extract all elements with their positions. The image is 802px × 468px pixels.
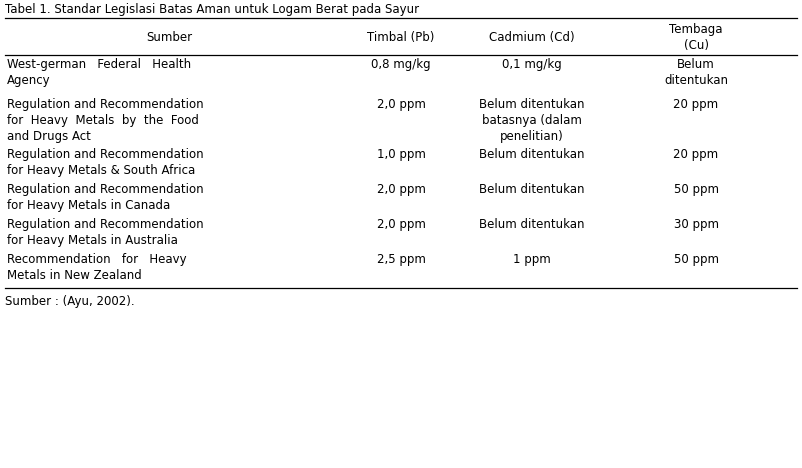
- Text: 2,0 ppm: 2,0 ppm: [377, 218, 425, 231]
- Text: Belum ditentukan: Belum ditentukan: [479, 148, 585, 161]
- Text: 2,0 ppm: 2,0 ppm: [377, 183, 425, 196]
- Text: Sumber : (Ayu, 2002).: Sumber : (Ayu, 2002).: [5, 295, 135, 308]
- Text: 50 ppm: 50 ppm: [674, 253, 719, 266]
- Text: Sumber: Sumber: [146, 31, 192, 44]
- Text: Regulation and Recommendation
for Heavy Metals in Canada: Regulation and Recommendation for Heavy …: [7, 183, 204, 212]
- Text: 20 ppm: 20 ppm: [674, 148, 719, 161]
- Text: Tabel 1. Standar Legislasi Batas Aman untuk Logam Berat pada Sayur: Tabel 1. Standar Legislasi Batas Aman un…: [5, 3, 419, 16]
- Text: 2,0 ppm: 2,0 ppm: [377, 98, 425, 111]
- Text: 30 ppm: 30 ppm: [674, 218, 719, 231]
- Text: Regulation and Recommendation
for Heavy Metals & South Africa: Regulation and Recommendation for Heavy …: [7, 148, 204, 177]
- Text: West-german   Federal   Health
Agency: West-german Federal Health Agency: [7, 58, 191, 87]
- Text: 50 ppm: 50 ppm: [674, 183, 719, 196]
- Text: Recommendation   for   Heavy
Metals in New Zealand: Recommendation for Heavy Metals in New Z…: [7, 253, 187, 282]
- Text: Tembaga
(Cu): Tembaga (Cu): [670, 23, 723, 52]
- Text: Belum
ditentukan: Belum ditentukan: [664, 58, 728, 87]
- Text: 2,5 ppm: 2,5 ppm: [377, 253, 425, 266]
- Text: Belum ditentukan: Belum ditentukan: [479, 218, 585, 231]
- Text: Cadmium (Cd): Cadmium (Cd): [489, 31, 574, 44]
- Text: 20 ppm: 20 ppm: [674, 98, 719, 111]
- Text: Timbal (Pb): Timbal (Pb): [367, 31, 435, 44]
- Text: Belum ditentukan
batasnya (dalam
penelitian): Belum ditentukan batasnya (dalam penelit…: [479, 98, 585, 143]
- Text: Regulation and Recommendation
for  Heavy  Metals  by  the  Food
and Drugs Act: Regulation and Recommendation for Heavy …: [7, 98, 204, 143]
- Text: Belum ditentukan: Belum ditentukan: [479, 183, 585, 196]
- Text: 1 ppm: 1 ppm: [512, 253, 550, 266]
- Text: 1,0 ppm: 1,0 ppm: [377, 148, 425, 161]
- Text: 0,1 mg/kg: 0,1 mg/kg: [502, 58, 561, 71]
- Text: Regulation and Recommendation
for Heavy Metals in Australia: Regulation and Recommendation for Heavy …: [7, 218, 204, 247]
- Text: 0,8 mg/kg: 0,8 mg/kg: [371, 58, 431, 71]
